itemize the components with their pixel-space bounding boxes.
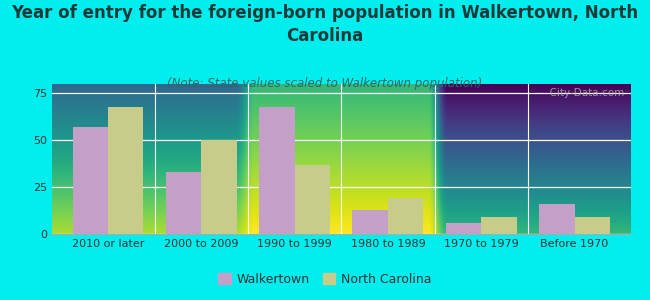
Bar <box>388 198 423 234</box>
Bar <box>166 172 202 234</box>
Bar <box>539 204 575 234</box>
Bar <box>259 106 294 234</box>
Bar <box>73 127 108 234</box>
Text: (Note: State values scaled to Walkertown population): (Note: State values scaled to Walkertown… <box>168 76 482 89</box>
Bar <box>294 165 330 234</box>
Legend: Walkertown, North Carolina: Walkertown, North Carolina <box>213 268 437 291</box>
Bar <box>352 210 388 234</box>
Bar <box>575 217 610 234</box>
Bar <box>202 140 237 234</box>
Bar <box>108 106 144 234</box>
Bar <box>446 223 481 234</box>
Text: Year of entry for the foreign-born population in Walkertown, North
Carolina: Year of entry for the foreign-born popul… <box>12 4 638 45</box>
Text: City-Data.com: City-Data.com <box>543 88 625 98</box>
Bar <box>481 217 517 234</box>
